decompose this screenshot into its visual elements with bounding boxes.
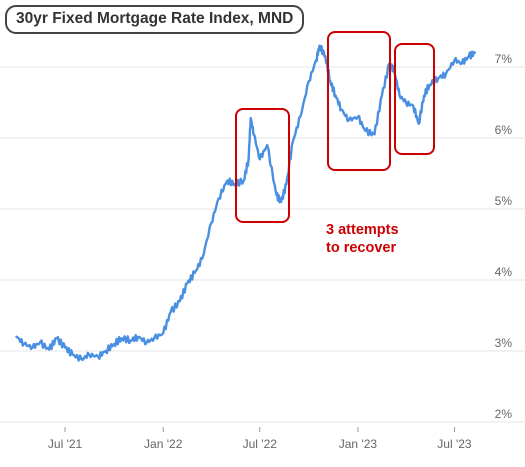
y-tick-label: 5% [495, 194, 513, 208]
x-axis-ticks: Jul '21 Jan '22 Jul '22 Jan '23 Jul '23 [48, 427, 472, 451]
x-tick-label: Jan '23 [339, 437, 378, 451]
grid-lines [0, 66, 525, 423]
y-tick-label: 6% [495, 123, 513, 137]
highlight-box-2 [327, 31, 391, 171]
annotation-line-2: to recover [326, 240, 397, 256]
x-tick-label: Jul '23 [437, 437, 472, 451]
annotation-line-1: 3 attempts [326, 222, 399, 238]
chart-title: 30yr Fixed Mortgage Rate Index, MND [5, 5, 305, 34]
x-tick-label: Jul '22 [243, 437, 278, 451]
x-tick-label: Jul '21 [48, 437, 83, 451]
highlight-box-3 [394, 43, 435, 155]
x-tick-label: Jan '22 [144, 437, 183, 451]
y-tick-label: 2% [495, 407, 513, 421]
y-tick-label: 7% [495, 52, 513, 66]
highlight-boxes [235, 31, 435, 223]
y-axis-ticks: 2% 3% 4% 5% 6% 7% [495, 52, 513, 421]
series-line [15, 44, 476, 362]
highlight-box-1 [235, 108, 290, 223]
annotation-text: 3 attempts to recover [326, 221, 399, 257]
y-tick-label: 4% [495, 265, 513, 279]
y-tick-label: 3% [495, 336, 513, 350]
series-lines [15, 44, 476, 362]
